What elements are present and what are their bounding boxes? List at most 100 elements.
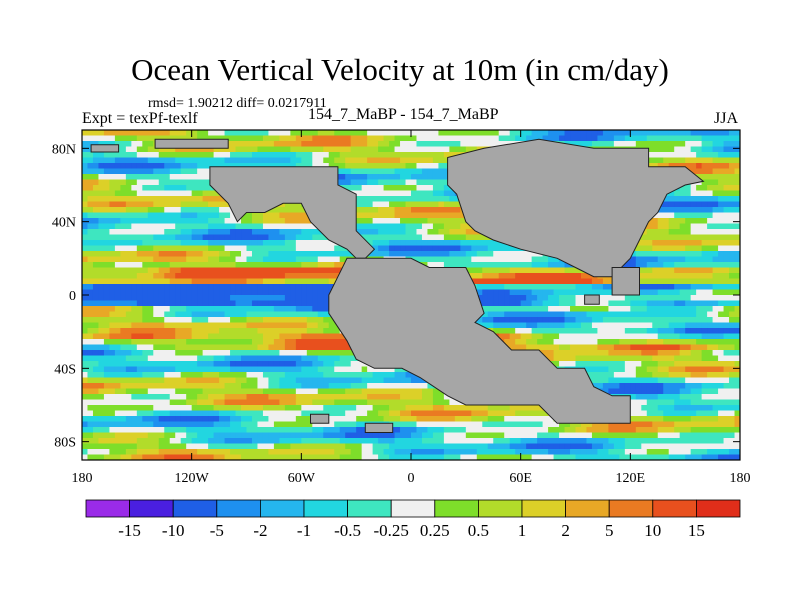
field-cell xyxy=(586,322,593,329)
field-cell xyxy=(531,289,538,296)
field-cell xyxy=(438,229,445,236)
field-cell xyxy=(378,251,385,258)
field-cell xyxy=(635,295,642,302)
field-cell xyxy=(537,344,544,351)
field-cell xyxy=(125,245,132,252)
field-cell xyxy=(515,267,522,274)
field-cell xyxy=(241,278,248,285)
field-cell xyxy=(624,344,631,351)
field-cell xyxy=(317,328,324,335)
field-cell xyxy=(279,322,286,329)
field-cell xyxy=(290,256,297,263)
field-cell xyxy=(400,185,407,192)
season-label: JJA xyxy=(714,110,739,127)
field-cell xyxy=(87,245,94,252)
field-cell xyxy=(679,350,686,357)
field-cell xyxy=(169,273,176,280)
field-cell xyxy=(235,152,242,159)
field-cell xyxy=(712,300,719,307)
field-cell xyxy=(191,278,198,285)
field-cell xyxy=(602,333,609,340)
field-cell xyxy=(701,207,708,214)
field-cell xyxy=(158,306,165,313)
field-cell xyxy=(339,355,346,362)
field-cell xyxy=(158,333,165,340)
field-cell xyxy=(131,240,138,247)
field-cell xyxy=(284,256,291,263)
field-cell xyxy=(476,240,483,247)
field-cell xyxy=(652,152,659,159)
field-cell xyxy=(136,328,143,335)
field-cell xyxy=(257,218,264,225)
field-cell xyxy=(553,322,560,329)
field-cell xyxy=(696,317,703,324)
field-cell xyxy=(646,295,653,302)
field-cell xyxy=(575,350,582,357)
field-cell xyxy=(438,218,445,225)
field-cell xyxy=(175,135,182,142)
field-cell xyxy=(153,344,160,351)
field-cell xyxy=(383,157,390,164)
field-cell xyxy=(372,152,379,159)
field-cell xyxy=(273,284,280,291)
field-cell xyxy=(98,300,105,307)
field-cell xyxy=(350,185,357,192)
field-cell xyxy=(224,317,231,324)
field-cell xyxy=(690,328,697,335)
field-cell xyxy=(663,130,670,137)
field-cell xyxy=(98,333,105,340)
field-cell xyxy=(323,355,330,362)
field-cell xyxy=(251,317,259,324)
field-cell xyxy=(515,130,522,137)
field-cell xyxy=(509,130,516,137)
field-cell xyxy=(317,289,324,296)
field-cell xyxy=(257,234,264,241)
field-cell xyxy=(471,130,478,137)
field-cell xyxy=(98,289,105,296)
field-cell xyxy=(674,207,681,214)
field-cell xyxy=(668,190,675,197)
field-cell xyxy=(580,273,588,280)
field-cell xyxy=(87,179,94,186)
field-cell xyxy=(219,339,226,346)
field-cell xyxy=(109,196,116,203)
field-cell xyxy=(624,339,631,346)
field-cell xyxy=(416,152,423,159)
field-cell xyxy=(213,273,220,280)
field-cell xyxy=(723,278,730,285)
field-cell xyxy=(246,146,253,153)
field-cell xyxy=(186,240,193,247)
field-cell xyxy=(460,130,467,137)
field-cell xyxy=(635,350,642,357)
field-cell xyxy=(476,317,483,324)
field-cell xyxy=(251,344,259,351)
field-cell xyxy=(262,256,270,263)
field-cell xyxy=(520,267,527,274)
field-cell xyxy=(142,350,149,357)
field-cell xyxy=(103,251,111,258)
field-cell xyxy=(328,135,335,142)
field-cell xyxy=(526,339,533,346)
field-cell xyxy=(389,135,396,142)
field-cell xyxy=(158,152,165,159)
field-cell xyxy=(301,163,308,170)
field-cell xyxy=(668,262,675,269)
field-cell xyxy=(707,295,714,302)
field-cell xyxy=(153,267,160,274)
field-cell xyxy=(191,223,198,230)
field-cell xyxy=(734,157,740,164)
field-cell xyxy=(361,152,368,159)
field-cell xyxy=(268,273,275,280)
field-cell xyxy=(219,212,226,219)
field-cell xyxy=(98,157,105,164)
field-cell xyxy=(114,350,121,357)
field-cell xyxy=(295,163,302,170)
field-cell xyxy=(87,218,94,225)
field-cell xyxy=(674,157,681,164)
field-cell xyxy=(136,245,143,252)
field-cell xyxy=(345,350,352,357)
field-cell xyxy=(82,251,89,258)
field-cell xyxy=(339,146,346,153)
field-cell xyxy=(279,256,286,263)
field-cell xyxy=(679,300,686,307)
